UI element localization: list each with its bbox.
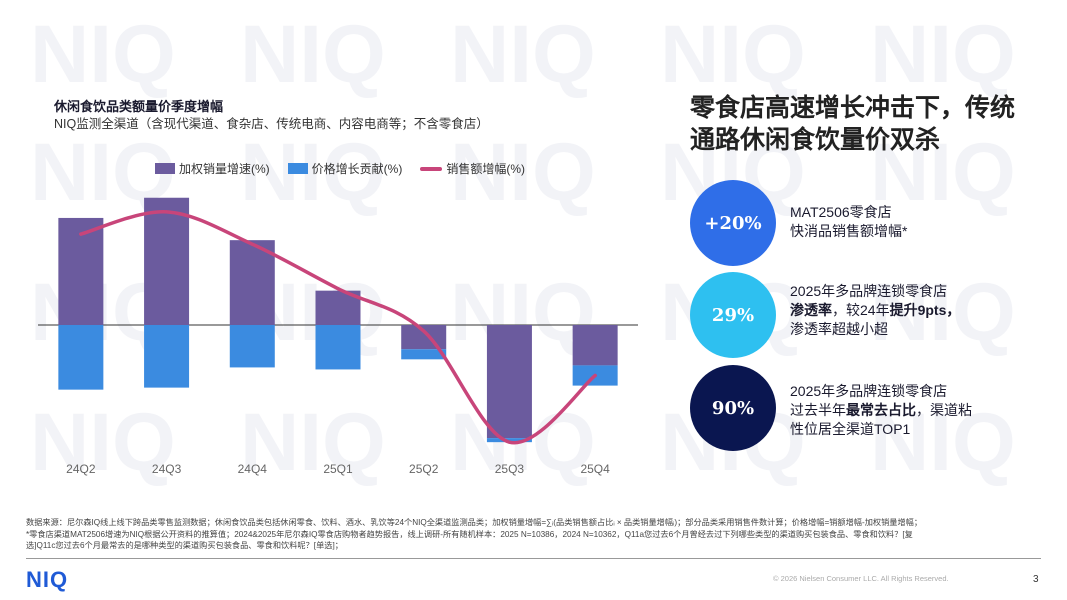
headline: 零食店高速增长冲击下，传统通路休闲食饮量价双杀 xyxy=(690,94,1016,154)
stat-line: 快消品销售额增幅* xyxy=(790,223,908,239)
stat-text-penetration: 2025年多品牌连锁零食店 渗透率，较24年提升9pts， 渗透率超越小超 xyxy=(790,282,1030,339)
bar-price-25Q2 xyxy=(401,349,447,360)
legend-label-sales: 销售额增幅(%) xyxy=(446,162,526,176)
stat-text-sales-growth: MAT2506零食店 快消品销售额增幅* xyxy=(790,203,1030,241)
stat-circle-sales-growth: +20% xyxy=(690,180,776,266)
footnote: 数据来源：尼尔森IQ线上线下跨品类零售监测数据；休闲食饮品类包括休闲零食、饮料、… xyxy=(26,517,1046,552)
stat-line: 渗透率超越小超 xyxy=(790,321,888,337)
footer-divider xyxy=(26,558,1041,559)
stat-circle-penetration: 29% xyxy=(690,272,776,358)
bar-price-25Q3 xyxy=(486,438,532,443)
niq-logo: NIQ xyxy=(26,567,69,592)
svg-text:NIQ: NIQ xyxy=(660,9,806,100)
bar-volume-24Q4 xyxy=(229,240,275,325)
x-tick-label-25Q3: 25Q3 xyxy=(495,462,525,476)
x-tick-label-25Q2: 25Q2 xyxy=(409,462,439,476)
stat-line: 过去半年最常去占比，渠道粘 xyxy=(790,401,1030,420)
bar-price-24Q4 xyxy=(229,325,275,368)
stat-line: 2025年多品牌连锁零食店 xyxy=(790,283,948,299)
copyright: © 2026 Nielsen Consumer LLC. All Rights … xyxy=(773,574,949,583)
x-tick-label-24Q3: 24Q3 xyxy=(152,462,182,476)
x-tick-label-25Q1: 25Q1 xyxy=(323,462,353,476)
page-number: 3 xyxy=(1033,574,1039,585)
footnote-line: 数据来源：尼尔森IQ线上线下跨品类零售监测数据；休闲食饮品类包括休闲零食、饮料、… xyxy=(26,518,923,527)
chart-legend: 加权销量增速(%) 价格增长贡献(%) 销售额增幅(%) xyxy=(155,160,525,177)
bar-volume-25Q4 xyxy=(572,325,618,366)
legend-item-sales: 销售额增幅(%) xyxy=(420,160,525,177)
bar-price-24Q3 xyxy=(144,325,190,388)
stat-inline: ，较24年 xyxy=(832,302,890,318)
bar-price-24Q2 xyxy=(58,325,104,390)
legend-item-price: 价格增长贡献(%) xyxy=(287,160,403,177)
footnote-line: 选]Q11c您过去6个月最常去的是哪种类型的渠道购买包装食品、零食和饮料呢？[单… xyxy=(26,541,343,550)
bar-price-25Q1 xyxy=(315,325,361,370)
x-tick-label-24Q4: 24Q4 xyxy=(238,462,268,476)
legend-item-volume: 加权销量增速(%) xyxy=(155,160,270,177)
stat-line: 性位居全渠道TOP1 xyxy=(790,421,911,437)
stat-bold: 提升9pts， xyxy=(889,302,961,318)
stat-bold: 最常去占比 xyxy=(846,402,916,418)
legend-label-price: 价格增长贡献(%) xyxy=(311,162,403,176)
bar-volume-24Q3 xyxy=(144,197,190,325)
point-sales-25Q2 xyxy=(422,329,426,333)
point-sales-25Q3 xyxy=(507,440,512,444)
legend-swatch-sales xyxy=(420,166,443,171)
x-tick-label-24Q2: 24Q2 xyxy=(66,462,96,476)
point-sales-25Q4 xyxy=(593,373,597,378)
bar-line-chart: 24Q2 24Q3 24Q4 25Q1 25Q2 25Q3 25Q4 xyxy=(38,197,638,476)
point-sales-24Q3 xyxy=(164,210,169,214)
stat-circle-frequency: 90% xyxy=(690,365,776,451)
stat-line: MAT2506零食店 xyxy=(790,204,892,220)
bar-volume-25Q3 xyxy=(486,325,532,439)
point-sales-24Q4 xyxy=(250,242,254,246)
x-tick-label-25Q4: 25Q4 xyxy=(580,462,610,476)
stat-line: 2025年多品牌连锁零食店 xyxy=(790,383,948,399)
chart-subtitle: NIQ监测全渠道（含现代渠道、食杂店、传统电商、内容电商等；不含零食店） xyxy=(54,117,489,131)
stat-line: 渗透率，较24年提升9pts， xyxy=(790,301,1030,320)
svg-text:NIQ: NIQ xyxy=(870,9,1016,100)
stat-inline: ，渠道粘 xyxy=(916,402,972,418)
legend-swatch-price xyxy=(287,163,308,174)
chart-title: 休闲食饮品类额量价季度增幅 xyxy=(54,99,224,114)
point-sales-25Q1 xyxy=(336,287,340,291)
legend-label-volume: 加权销量增速(%) xyxy=(179,162,270,176)
stat-inline: 过去半年 xyxy=(790,402,846,418)
point-sales-24Q2 xyxy=(79,232,83,236)
bar-volume-25Q2 xyxy=(401,325,447,350)
stat-bold: 渗透率 xyxy=(790,302,832,318)
footnote-line: *零食店渠道MAT2506增速为NIQ根据公开资料的推算值；2024&2025年… xyxy=(26,529,913,539)
stat-text-frequency: 2025年多品牌连锁零食店 过去半年最常去占比，渠道粘 性位居全渠道TOP1 xyxy=(790,382,1030,439)
legend-swatch-volume xyxy=(155,163,175,174)
